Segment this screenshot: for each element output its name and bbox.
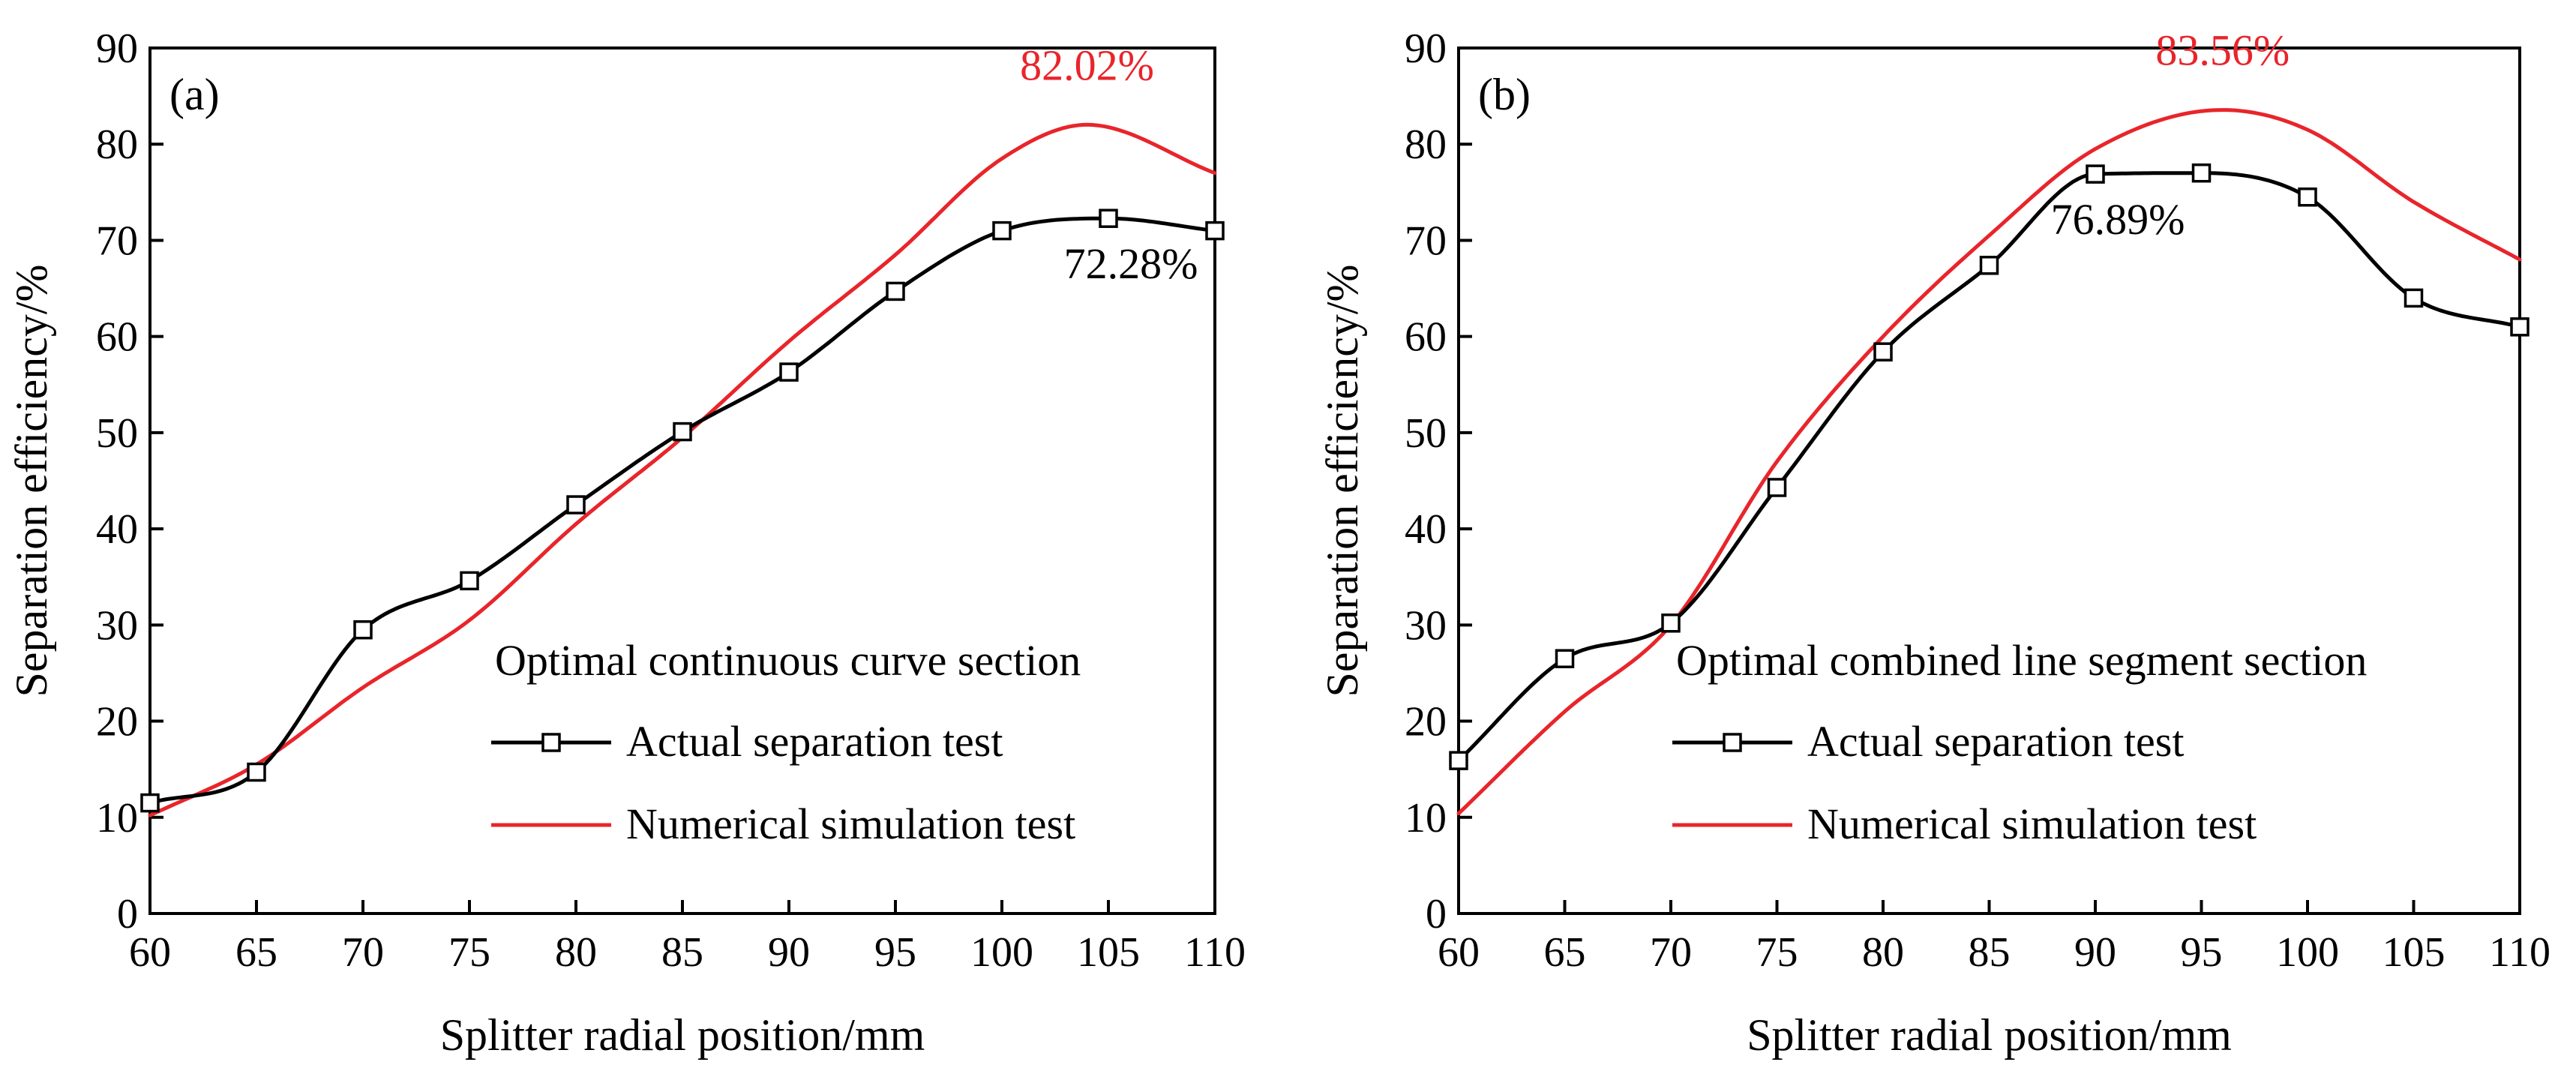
data-point-marker <box>673 422 692 442</box>
x-tick-label: 100 <box>2276 929 2339 976</box>
y-axis-title: Separation efficiency/% <box>1318 265 1367 698</box>
x-tick-label: 105 <box>1077 929 1140 976</box>
legend-marker-actual <box>541 733 561 752</box>
y-tick-label: 80 <box>1405 122 1447 168</box>
data-point-marker <box>2298 187 2317 207</box>
y-tick-label: 60 <box>96 314 138 361</box>
x-tick-label: 105 <box>2383 929 2446 976</box>
x-tick-label: 75 <box>1756 929 1798 976</box>
x-axis-title: Splitter radial position/mm <box>440 1010 925 1060</box>
legend-title: Optimal combined line segment section <box>1676 636 2367 685</box>
data-point-marker <box>2404 288 2424 308</box>
x-tick-label: 80 <box>1862 929 1904 976</box>
data-point-marker <box>353 620 373 640</box>
data-point-marker <box>566 495 586 514</box>
annotation-actual-peak: 76.89% <box>2051 195 2185 244</box>
y-tick-label: 30 <box>96 602 138 649</box>
x-tick-label: 110 <box>1184 929 1246 976</box>
x-tick-label: 85 <box>1969 929 2011 976</box>
series-line-simulation <box>148 122 1217 818</box>
x-tick-label: 65 <box>1544 929 1586 976</box>
data-point-marker <box>2191 163 2212 183</box>
legend-label-actual: Actual separation test <box>626 717 1003 766</box>
y-tick-label: 20 <box>1405 699 1447 746</box>
x-tick-label: 95 <box>874 929 916 976</box>
panel-a: 60 65 70 75 80 85 90 95 100 105 110 0 10 20 30 40 50 60 70… <box>7 26 1246 1060</box>
plot-frame <box>148 46 1216 915</box>
y-tick-label: 30 <box>1405 602 1447 649</box>
y-tick-label: 50 <box>96 410 138 457</box>
x-tick-label: 80 <box>555 929 597 976</box>
x-tick-label: 60 <box>1438 929 1480 976</box>
x-tick-label: 70 <box>1650 929 1692 976</box>
y-axis-title: Separation efficiency/% <box>7 265 56 698</box>
y-tick-label: 60 <box>1405 314 1447 361</box>
x-tick-label: 60 <box>129 929 171 976</box>
legend-label-simulation: Numerical simulation test <box>626 800 1075 848</box>
data-point-marker <box>1979 256 1999 275</box>
data-point-marker <box>140 793 160 813</box>
data-point-marker <box>247 762 266 782</box>
data-point-marker <box>1205 220 1225 241</box>
x-tick-label: 85 <box>661 929 703 976</box>
legend-label-simulation: Numerical simulation test <box>1807 800 2257 848</box>
y-tick-label: 10 <box>96 795 138 842</box>
series-line-actual <box>148 216 1217 805</box>
y-tick-label: 70 <box>1405 218 1447 264</box>
data-point-marker <box>779 362 799 382</box>
x-tick-label: 110 <box>2489 929 2551 976</box>
x-axis-title: Splitter radial position/mm <box>1747 1010 2232 1060</box>
panel-b: 60 65 70 75 80 85 90 95 100 105 110 0 10 20 30 40 50 60 70… <box>1318 26 2551 1060</box>
data-point-marker <box>1099 208 1118 228</box>
plot-frame <box>1457 46 2521 915</box>
panel-label: (b) <box>1478 70 1531 119</box>
x-tick-label: 65 <box>235 929 277 976</box>
data-point-marker <box>2510 317 2530 337</box>
annotation-simulation-peak: 83.56% <box>2155 26 2290 75</box>
legend-label-actual: Actual separation test <box>1807 717 2185 766</box>
legend-marker-actual <box>1723 733 1742 752</box>
y-tick-label: 0 <box>1426 891 1447 938</box>
data-point-marker <box>460 571 479 591</box>
data-point-marker <box>1767 478 1787 497</box>
data-point-marker <box>1555 649 1575 668</box>
y-tick-label: 40 <box>96 506 138 553</box>
x-tick-label: 100 <box>970 929 1033 976</box>
data-point-marker <box>2086 164 2105 184</box>
y-tick-label: 20 <box>96 699 138 746</box>
annotation-actual-peak: 72.28% <box>1064 239 1198 288</box>
data-point-marker <box>992 220 1012 241</box>
panel-label: (a) <box>169 70 220 119</box>
annotation-simulation-peak: 82.02% <box>1020 40 1154 89</box>
x-tick-label: 70 <box>342 929 384 976</box>
y-tick-label: 10 <box>1405 795 1447 842</box>
x-tick-label: 75 <box>448 929 490 976</box>
y-tick-label: 40 <box>1405 506 1447 553</box>
legend-title: Optimal continuous curve section <box>495 636 1081 685</box>
y-tick-label: 90 <box>96 26 138 72</box>
data-point-marker <box>886 281 905 302</box>
y-tick-label: 70 <box>96 218 138 264</box>
y-tick-label: 0 <box>117 891 138 938</box>
x-tick-label: 90 <box>2074 929 2116 976</box>
data-point-marker <box>1873 342 1893 362</box>
series-line-simulation <box>1456 108 2522 816</box>
data-point-marker <box>1661 614 1681 633</box>
x-tick-label: 95 <box>2181 929 2223 976</box>
y-tick-label: 90 <box>1405 26 1447 72</box>
y-tick-label: 50 <box>1405 410 1447 457</box>
data-point-marker <box>1449 751 1468 770</box>
y-tick-label: 80 <box>96 122 138 168</box>
x-tick-label: 90 <box>768 929 810 976</box>
